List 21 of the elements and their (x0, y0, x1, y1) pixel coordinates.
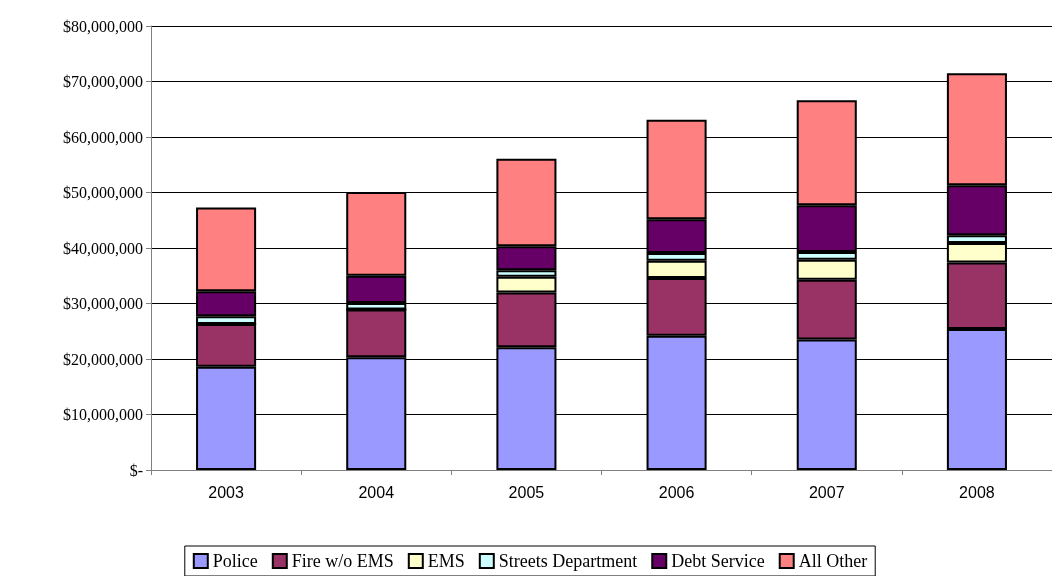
x-tick-label: 2006 (658, 483, 695, 501)
legend-label: EMS (427, 551, 465, 571)
legend-label: Fire w/o EMS (291, 551, 394, 571)
legend-label: Police (212, 551, 258, 571)
x-tick-label: 2008 (959, 483, 995, 501)
y-tick-label: $70,000,000 (63, 73, 143, 90)
x-tick-label: 2007 (808, 483, 845, 501)
y-tick-label: $30,000,000 (63, 295, 143, 312)
legend-label: Streets Department (498, 551, 638, 571)
y-tick-label: $20,000,000 (63, 350, 143, 368)
x-tick-label: 2005 (508, 483, 545, 501)
legend-label: All Other (798, 551, 868, 571)
y-tick-label: $50,000,000 (63, 184, 143, 201)
y-tick-label: $- (129, 461, 143, 479)
legend-label: Debt Service (671, 551, 765, 571)
y-tick-label: $10,000,000 (63, 406, 143, 423)
y-tick-label: $80,000,000 (63, 17, 143, 35)
x-tick-label: 2003 (208, 483, 244, 501)
y-tick-label: $40,000,000 (63, 239, 143, 257)
x-tick-label: 2004 (358, 483, 395, 501)
y-tick-label: $60,000,000 (63, 128, 143, 146)
